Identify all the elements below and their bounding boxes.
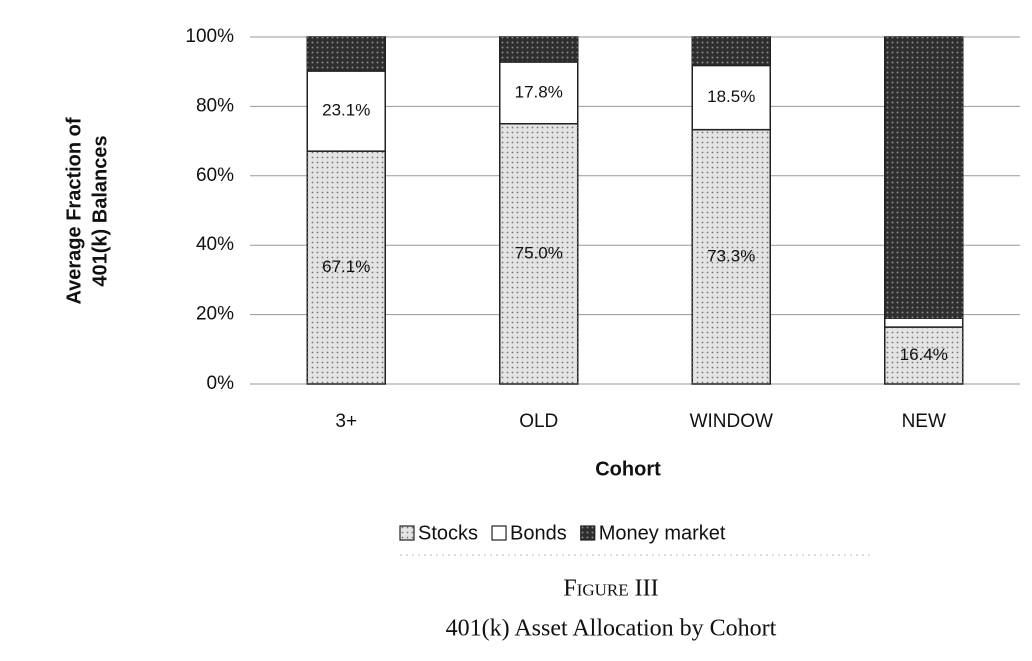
legend-label: Bonds [510,522,567,544]
y-tick-label: 40% [196,234,234,255]
value-label: 17.8% [515,82,563,101]
y-tick-label: 0% [207,373,235,394]
legend-texture [400,526,414,540]
x-tick-label: WINDOW [690,411,773,432]
y-axis-title: 401(k) Balances [89,135,111,286]
value-label: 23.1% [322,101,370,120]
x-tick-label: OLD [519,411,558,432]
value-label: 18.5% [707,87,755,106]
y-tick-label: 100% [185,26,234,47]
legend-label: Money market [599,522,726,544]
bar-segment [691,36,771,67]
value-label: 67.1% [322,257,370,276]
bar-segment [499,61,579,125]
bar-segment [306,70,386,152]
bar-segment [691,64,771,131]
x-tick-label: 3+ [335,411,357,432]
y-tick-label: 60% [196,165,234,186]
legend-label: Stocks [418,522,478,544]
legend-swatch [491,525,507,541]
bar-segment [884,317,964,328]
y-tick-label: 80% [196,95,234,116]
bar-segment [306,36,386,72]
value-label: 75.0% [515,243,563,262]
caption: 401(k) Asset Allocation by Cohort [446,616,777,642]
legend-texture [580,526,595,540]
value-label: 16.4% [900,345,948,364]
y-tick-label: 20% [196,304,234,325]
x-axis-title: Cohort [595,458,661,480]
figure-label: Figure III [563,576,658,602]
bar-segment [884,36,964,319]
y-axis-title: Average Fraction of [63,117,85,304]
value-label: 73.3% [707,246,755,265]
x-tick-label: NEW [902,411,946,432]
bar-segment [499,36,579,63]
